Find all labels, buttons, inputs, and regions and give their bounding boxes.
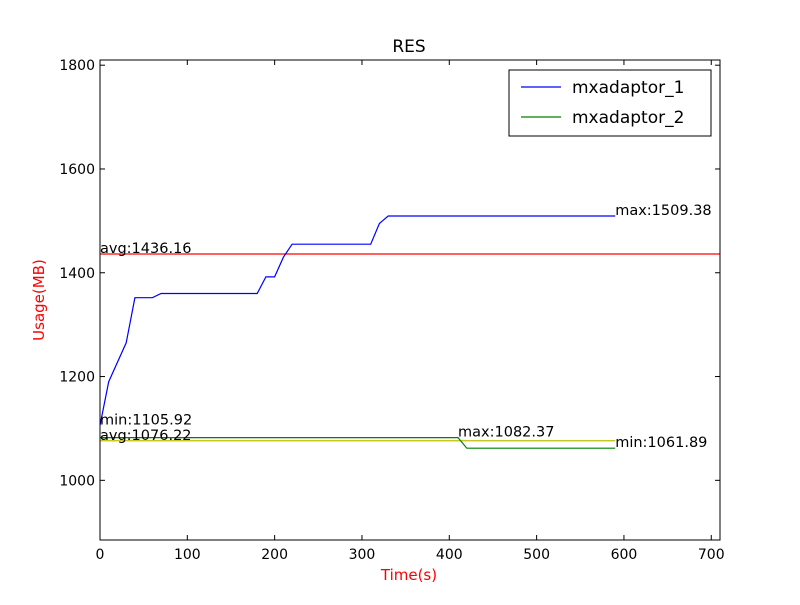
y-tick-label: 1800 [59,58,95,74]
x-tick-label: 0 [96,547,105,563]
data-annotation: avg:1076.22 [100,428,192,444]
legend-label-mxadaptor_2: mxadaptor_2 [572,108,684,128]
y-tick-label: 1400 [59,266,95,282]
x-tick-label: 400 [436,547,463,563]
x-tick-label: 300 [349,547,376,563]
chart-title: RES [392,37,425,57]
plot-area [100,60,720,540]
y-axis-label: Usage(MB) [30,259,48,341]
y-tick-label: 1200 [59,370,95,386]
series-line-mxadaptor_2 [100,437,616,449]
x-tick-label: 700 [698,547,725,563]
legend-box [508,69,712,137]
axes-frame [99,59,721,541]
legend: mxadaptor_1 mxadaptor_2 [508,69,712,137]
data-annotation: avg:1436.16 [100,241,192,257]
series-line-mxadaptor_1 [99,215,616,426]
y-tick-label: 1000 [59,473,95,489]
x-tick-label: 500 [523,547,550,563]
data-annotation: max:1509.38 [615,203,711,219]
data-annotation: min:1105.92 [100,412,192,428]
ticks-layer: 0 100 200 300 400 500 600 700 1000 1200 1400 1600 18… [59,58,724,563]
x-axis-label: Time(s) [380,566,437,584]
x-tick-label: 100 [174,547,201,563]
lines-layer [99,215,720,449]
legend-label-mxadaptor_1: mxadaptor_1 [572,78,684,98]
y-tick-label: 1600 [59,162,95,178]
annotations-layer: avg:1436.16 max:1509.38 min:1105.92avg:107… [100,203,712,451]
x-tick-label: 600 [611,547,638,563]
x-tick-label: 200 [261,547,288,563]
data-annotation: min:1061.89 [615,435,707,451]
data-annotation: max:1082.37 [458,425,554,441]
